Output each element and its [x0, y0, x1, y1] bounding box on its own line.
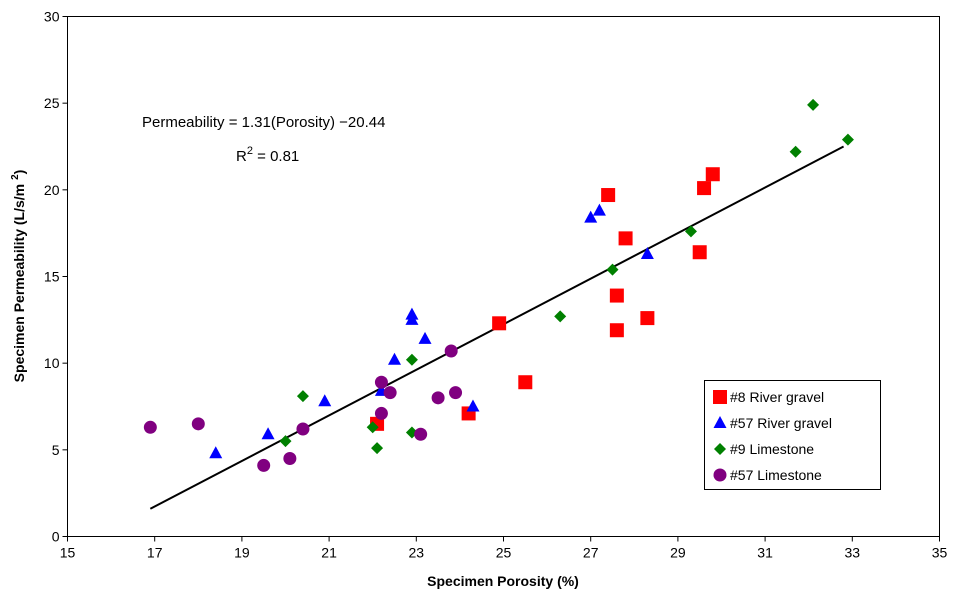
point-8-river-gravel [640, 311, 655, 326]
point-57-river-gravel [592, 203, 606, 216]
regression-equation: Permeability = 1.31(Porosity) −20.44 [142, 114, 385, 131]
r-squared-value: = 0.81 [253, 148, 299, 165]
legend-box [704, 380, 881, 490]
point-8-river-gravel [609, 323, 624, 338]
r-squared-prefix: R [236, 148, 247, 165]
x-tick-label: 23 [409, 545, 425, 561]
point-8-river-gravel [705, 167, 720, 182]
point-57-river-gravel [405, 307, 419, 320]
x-tick-label: 21 [321, 545, 337, 561]
x-axis-title: Specimen Porosity (%) [427, 573, 579, 589]
y-axis-title-superscript: 2 [10, 174, 21, 180]
legend: #8 River gravel #57 River gravel #9 Limest… [704, 380, 881, 490]
point-8-river-gravel [692, 245, 707, 260]
x-tick-label: 25 [496, 545, 512, 561]
point-9-limestone [296, 390, 309, 403]
point-9-limestone [371, 442, 384, 455]
point-57-river-gravel [584, 210, 598, 223]
point-57-river-gravel [466, 399, 480, 412]
point-57-limestone [374, 375, 388, 389]
point-8-river-gravel [601, 188, 616, 203]
x-tick-label: 35 [932, 545, 948, 561]
point-57-limestone [431, 391, 445, 405]
point-57-limestone [143, 420, 157, 434]
data-points [143, 98, 854, 472]
legend-label-57-river-gravel: #57 River gravel [730, 415, 832, 431]
legend-marker-9-limestone [714, 443, 726, 455]
x-tick-label: 17 [147, 545, 163, 561]
point-57-limestone [296, 422, 310, 436]
point-9-limestone [684, 225, 697, 238]
point-8-river-gravel [609, 288, 624, 303]
point-9-limestone [279, 435, 292, 448]
y-tick-label: 5 [52, 442, 60, 458]
y-tick-label: 10 [44, 355, 60, 371]
legend-marker-57-limestone [713, 468, 727, 482]
point-57-limestone [444, 344, 458, 358]
x-tick-label: 15 [60, 545, 76, 561]
r-squared-superscript: 2 [247, 145, 253, 157]
point-57-limestone [374, 406, 388, 420]
point-57-river-gravel [418, 331, 432, 344]
y-axis-title: Specimen Permeability (L/s/m 2) [10, 170, 27, 383]
r-squared-label: R2 = 0.81 [236, 145, 299, 165]
point-9-limestone [405, 353, 418, 366]
point-57-river-gravel [209, 446, 223, 459]
point-9-limestone [554, 310, 567, 323]
point-57-limestone [257, 458, 271, 472]
axis-ticks: 15 17 19 21 23 25 27 29 31 33 35 0 5 10 15 20 25 30 [44, 9, 948, 561]
x-tick-label: 19 [234, 545, 250, 561]
point-8-river-gravel [492, 316, 507, 331]
y-tick-label: 15 [44, 269, 60, 285]
point-57-river-gravel [640, 246, 654, 259]
point-9-limestone [366, 421, 379, 434]
point-57-river-gravel [261, 427, 275, 440]
x-tick-label: 31 [757, 545, 773, 561]
y-axis-title-text: Specimen Permeability (L/s/m [11, 184, 27, 382]
point-9-limestone [841, 133, 854, 146]
x-tick-label: 33 [845, 545, 861, 561]
point-57-limestone [283, 452, 297, 465]
legend-marker-57-river-gravel [713, 416, 727, 428]
point-8-river-gravel [518, 375, 533, 390]
x-tick-label: 29 [670, 545, 686, 561]
y-tick-label: 25 [44, 95, 60, 111]
legend-label-57-limestone: #57 Limestone [730, 467, 822, 483]
point-57-limestone [383, 386, 397, 400]
legend-marker-8-river-gravel [713, 390, 727, 404]
y-axis-title-close: ) [11, 170, 27, 175]
point-57-river-gravel [388, 352, 401, 365]
point-9-limestone [606, 263, 619, 276]
legend-label-9-limestone: #9 Limestone [730, 441, 814, 457]
point-57-limestone [414, 427, 428, 441]
point-9-limestone [807, 98, 820, 111]
point-57-river-gravel [318, 394, 332, 407]
point-57-limestone [191, 417, 205, 431]
y-tick-label: 20 [44, 182, 60, 198]
point-8-river-gravel [618, 231, 633, 246]
y-tick-label: 30 [44, 9, 60, 25]
point-57-limestone [449, 386, 463, 400]
y-tick-label: 0 [52, 529, 60, 545]
legend-label-8-river-gravel: #8 River gravel [730, 389, 824, 405]
x-tick-label: 27 [583, 545, 599, 561]
point-8-river-gravel [697, 181, 712, 196]
legend-items: #8 River gravel #57 River gravel #9 Limest… [713, 389, 832, 483]
point-9-limestone [789, 145, 802, 158]
